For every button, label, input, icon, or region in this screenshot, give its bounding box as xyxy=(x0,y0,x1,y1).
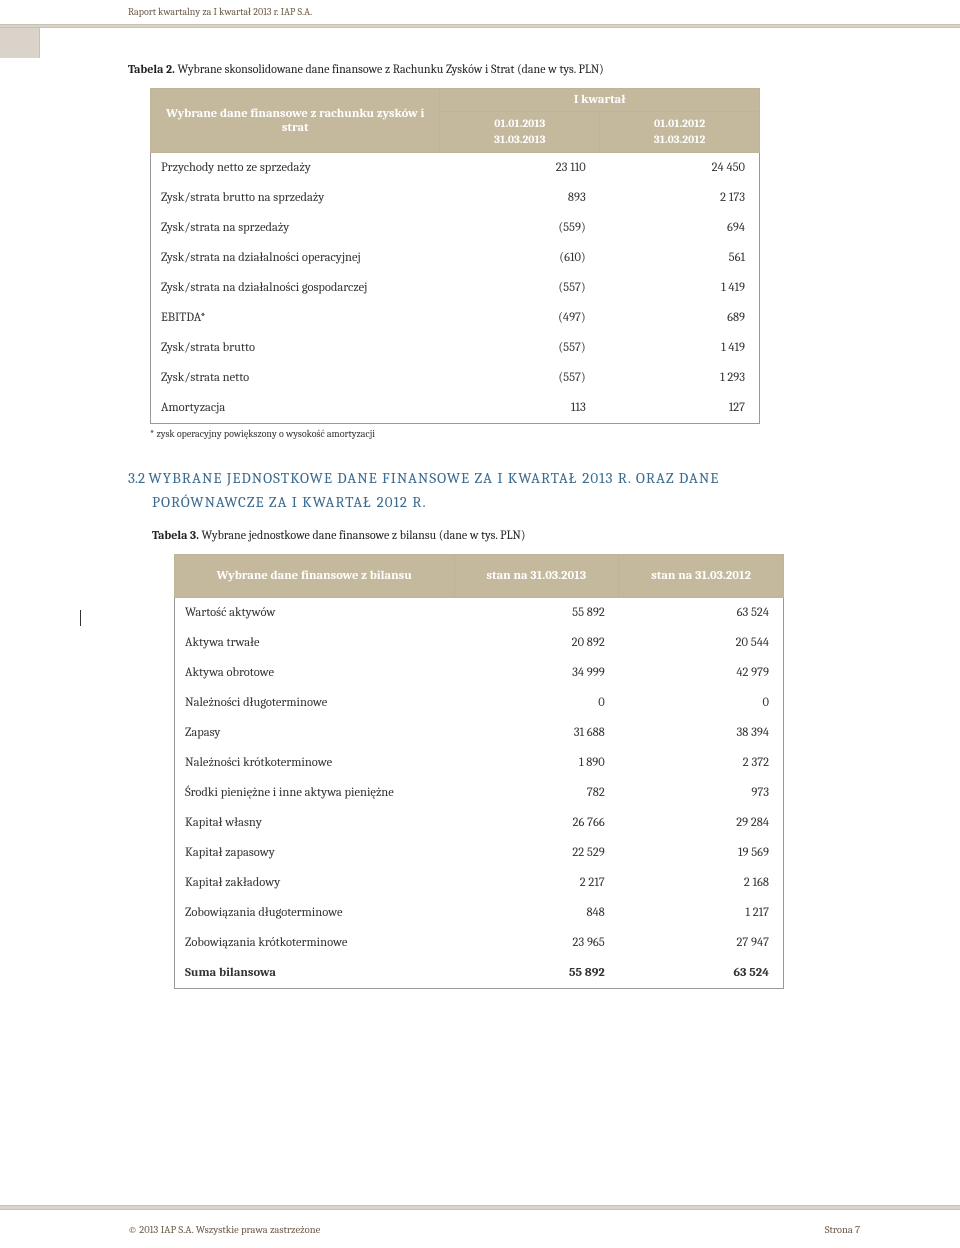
table-row-label: Zysk/strata na działalności gospodarczej xyxy=(151,273,440,303)
table-row-value2: 24 450 xyxy=(600,153,760,184)
table-row-label: Zysk/strata na sprzedaży xyxy=(151,213,440,243)
table-row-value1: (557) xyxy=(440,333,600,363)
table-row-value2: 19 569 xyxy=(619,838,784,868)
page-header: Raport kwartalny za I kwartał 2013 r. IA… xyxy=(0,0,960,22)
table-row-label: Zapasy xyxy=(175,718,455,748)
table-row-value2: 973 xyxy=(619,778,784,808)
table-row-value1: 34 999 xyxy=(454,658,619,688)
table-row-value2: 1 419 xyxy=(600,273,760,303)
header-rule xyxy=(0,24,960,28)
table-row-label: Aktywa trwałe xyxy=(175,628,455,658)
table2: Wybrane dane finansowe z rachunku zysków… xyxy=(150,88,760,424)
table-row-value1: 20 892 xyxy=(454,628,619,658)
section-number: 3.2 xyxy=(128,469,145,487)
table-row-value2: 2 173 xyxy=(600,183,760,213)
table-row-value1: 2 217 xyxy=(454,868,619,898)
table3-caption-bold: Tabela 3. xyxy=(152,528,199,542)
table3-caption: Tabela 3. Wybrane jednostkowe dane finan… xyxy=(152,528,860,542)
table-row-value1: 782 xyxy=(454,778,619,808)
table-row-value1: 55 892 xyxy=(454,598,619,629)
section-title-line2: PORÓWNAWCZE ZA I KWARTAŁ 2012 R. xyxy=(152,493,427,511)
table-row-value1: 893 xyxy=(440,183,600,213)
table-row-value2: 689 xyxy=(600,303,760,333)
text-cursor-mark xyxy=(80,610,81,626)
table-row-value1: 848 xyxy=(454,898,619,928)
table2-header-quarter: I kwartał xyxy=(440,89,760,112)
table-row-value2: 1 419 xyxy=(600,333,760,363)
table-row-label: Zysk/strata netto xyxy=(151,363,440,393)
table-row-value2: 694 xyxy=(600,213,760,243)
footer-rule xyxy=(0,1205,960,1210)
table-row-value1: 31 688 xyxy=(454,718,619,748)
table-row-value2: 0 xyxy=(619,688,784,718)
table-row-label: Należności krótkoterminowe xyxy=(175,748,455,778)
table-row-value1: (559) xyxy=(440,213,600,243)
table2-header-left: Wybrane dane finansowe z rachunku zysków… xyxy=(151,89,440,153)
table2-period2: 01.01.2012 31.03.2012 xyxy=(600,112,760,153)
table3-caption-text: Wybrane jednostkowe dane finansowe z bil… xyxy=(199,528,526,542)
table-row-value2: 20 544 xyxy=(619,628,784,658)
table-row-label: EBITDA* xyxy=(151,303,440,333)
table3-col1: stan na 31.03.2013 xyxy=(454,555,619,598)
footer-page-number: Strona 7 xyxy=(825,1224,860,1236)
table2-caption: Tabela 2. Wybrane skonsolidowane dane fi… xyxy=(128,62,860,76)
table-row-value2: 63 524 xyxy=(619,958,784,989)
table-row-value2: 42 979 xyxy=(619,658,784,688)
table-row-value1: 23 110 xyxy=(440,153,600,184)
table3-header-left: Wybrane dane finansowe z bilansu xyxy=(175,555,455,598)
section-3-2-heading: 3.2 WYBRANE JEDNOSTKOWE DANE FINANSOWE Z… xyxy=(128,466,860,514)
table-row-label: Kapitał zakładowy xyxy=(175,868,455,898)
table2-caption-bold: Tabela 2. xyxy=(128,62,175,76)
table-row-value2: 127 xyxy=(600,393,760,424)
table-row-value1: 113 xyxy=(440,393,600,424)
table-row-value2: 29 284 xyxy=(619,808,784,838)
left-accent-strip xyxy=(0,28,40,58)
table-row-label: Kapitał własny xyxy=(175,808,455,838)
table-row-label: Kapitał zapasowy xyxy=(175,838,455,868)
page-content: Tabela 2. Wybrane skonsolidowane dane fi… xyxy=(0,22,960,989)
table-row-value2: 38 394 xyxy=(619,718,784,748)
table-row-label: Należności długoterminowe xyxy=(175,688,455,718)
table-row-value1: 1 890 xyxy=(454,748,619,778)
table-row-value1: (497) xyxy=(440,303,600,333)
table2-footnote: * zysk operacyjny powiększony o wysokość… xyxy=(150,428,860,440)
table-row-value2: 1 217 xyxy=(619,898,784,928)
table-row-label: Zobowiązania długoterminowe xyxy=(175,898,455,928)
table3: Wybrane dane finansowe z bilansu stan na… xyxy=(174,554,784,989)
page-footer: © 2013 IAP S.A. Wszystkie prawa zastrzeż… xyxy=(128,1224,860,1236)
table-row-value1: 23 965 xyxy=(454,928,619,958)
table-row-value2: 1 293 xyxy=(600,363,760,393)
table-row-value1: (557) xyxy=(440,273,600,303)
table-row-value2: 27 947 xyxy=(619,928,784,958)
table-row-label: Zysk/strata brutto xyxy=(151,333,440,363)
table-row-value2: 2 372 xyxy=(619,748,784,778)
table-row-label: Wartość aktywów xyxy=(175,598,455,629)
footer-copyright: © 2013 IAP S.A. Wszystkie prawa zastrzeż… xyxy=(128,1224,320,1236)
table-row-value2: 561 xyxy=(600,243,760,273)
table3-col2: stan na 31.03.2012 xyxy=(619,555,784,598)
table-row-label: Przychody netto ze sprzedaży xyxy=(151,153,440,184)
table-row-value2: 63 524 xyxy=(619,598,784,629)
table2-caption-text: Wybrane skonsolidowane dane finansowe z … xyxy=(175,62,604,76)
table-row-label: Suma bilansowa xyxy=(175,958,455,989)
running-header: Raport kwartalny za I kwartał 2013 r. IA… xyxy=(128,6,312,18)
table-row-value1: 0 xyxy=(454,688,619,718)
table-row-value1: 55 892 xyxy=(454,958,619,989)
table2-period1: 01.01.2013 31.03.2013 xyxy=(440,112,600,153)
table-row-label: Zysk/strata na działalności operacyjnej xyxy=(151,243,440,273)
table-row-label: Amortyzacja xyxy=(151,393,440,424)
table-row-value1: 26 766 xyxy=(454,808,619,838)
table-row-label: Środki pieniężne i inne aktywa pieniężne xyxy=(175,778,455,808)
table-row-label: Zysk/strata brutto na sprzedaży xyxy=(151,183,440,213)
table-row-value1: (557) xyxy=(440,363,600,393)
table-row-value1: (610) xyxy=(440,243,600,273)
table-row-label: Aktywa obrotowe xyxy=(175,658,455,688)
table-row-value1: 22 529 xyxy=(454,838,619,868)
table-row-label: Zobowiązania krótkoterminowe xyxy=(175,928,455,958)
section-title-line1: WYBRANE JEDNOSTKOWE DANE FINANSOWE ZA I … xyxy=(148,469,719,487)
table-row-value2: 2 168 xyxy=(619,868,784,898)
